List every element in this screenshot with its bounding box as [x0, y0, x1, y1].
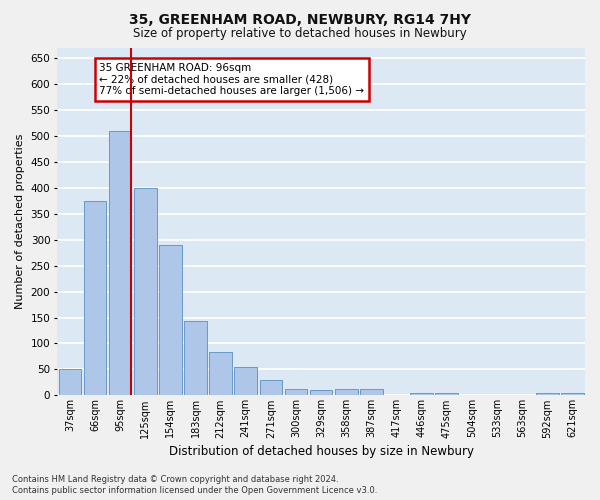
Bar: [335, 389, 358, 396]
Bar: [184, 321, 207, 396]
Y-axis label: Number of detached properties: Number of detached properties: [15, 134, 25, 309]
Bar: [536, 393, 559, 396]
Text: 35, GREENHAM ROAD, NEWBURY, RG14 7HY: 35, GREENHAM ROAD, NEWBURY, RG14 7HY: [129, 12, 471, 26]
Bar: [360, 389, 383, 396]
Bar: [436, 393, 458, 396]
Bar: [59, 370, 81, 396]
Bar: [83, 200, 106, 396]
Bar: [134, 188, 157, 396]
Bar: [209, 352, 232, 396]
Bar: [159, 245, 182, 396]
Text: Contains HM Land Registry data © Crown copyright and database right 2024.: Contains HM Land Registry data © Crown c…: [12, 475, 338, 484]
X-axis label: Distribution of detached houses by size in Newbury: Distribution of detached houses by size …: [169, 444, 473, 458]
Bar: [410, 393, 433, 396]
Bar: [561, 393, 584, 396]
Bar: [235, 367, 257, 396]
Text: 35 GREENHAM ROAD: 96sqm
← 22% of detached houses are smaller (428)
77% of semi-d: 35 GREENHAM ROAD: 96sqm ← 22% of detache…: [100, 63, 364, 96]
Bar: [284, 389, 307, 396]
Text: Size of property relative to detached houses in Newbury: Size of property relative to detached ho…: [133, 28, 467, 40]
Bar: [260, 380, 282, 396]
Bar: [310, 390, 332, 396]
Bar: [109, 130, 131, 396]
Text: Contains public sector information licensed under the Open Government Licence v3: Contains public sector information licen…: [12, 486, 377, 495]
